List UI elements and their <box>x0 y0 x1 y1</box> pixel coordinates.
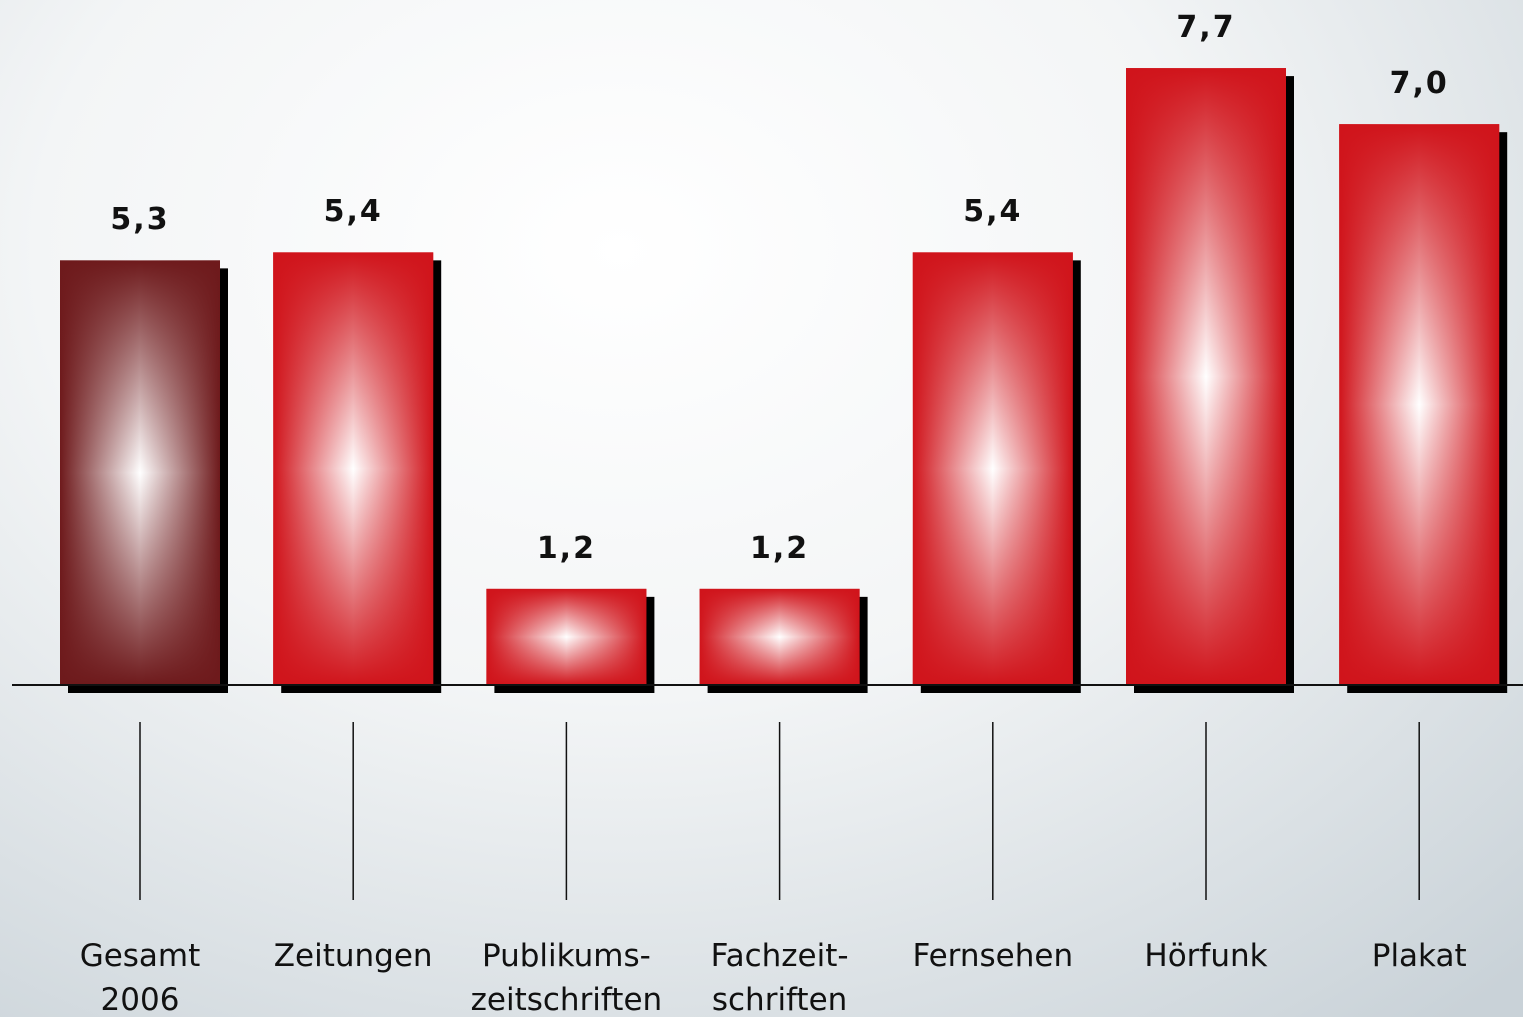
bar <box>699 588 860 685</box>
value-label: 7,0 <box>1389 66 1449 102</box>
bar <box>486 588 647 685</box>
x-tick-label: Fernsehen <box>912 938 1074 974</box>
bar <box>60 260 220 685</box>
x-tick-label: Gesamt 2006 <box>79 938 201 1017</box>
value-label: 5,3 <box>110 202 170 238</box>
bar <box>1126 68 1286 685</box>
value-label: 5,4 <box>963 194 1023 230</box>
bar <box>273 252 434 686</box>
x-tick-label: Plakat <box>1371 938 1467 974</box>
value-label: 5,4 <box>323 194 383 230</box>
value-label: 7,7 <box>1176 10 1236 46</box>
x-tick-label: Publikums- zeitschriften <box>470 938 663 1017</box>
x-tick-label: Zeitungen <box>273 938 433 974</box>
value-label: 1,2 <box>536 530 596 566</box>
bar <box>912 252 1073 686</box>
x-tick-label: Fachzeit- schriften <box>710 938 849 1017</box>
value-label: 1,2 <box>750 530 810 566</box>
x-tick-label: Hörfunk <box>1144 938 1268 974</box>
bar <box>1339 124 1500 686</box>
